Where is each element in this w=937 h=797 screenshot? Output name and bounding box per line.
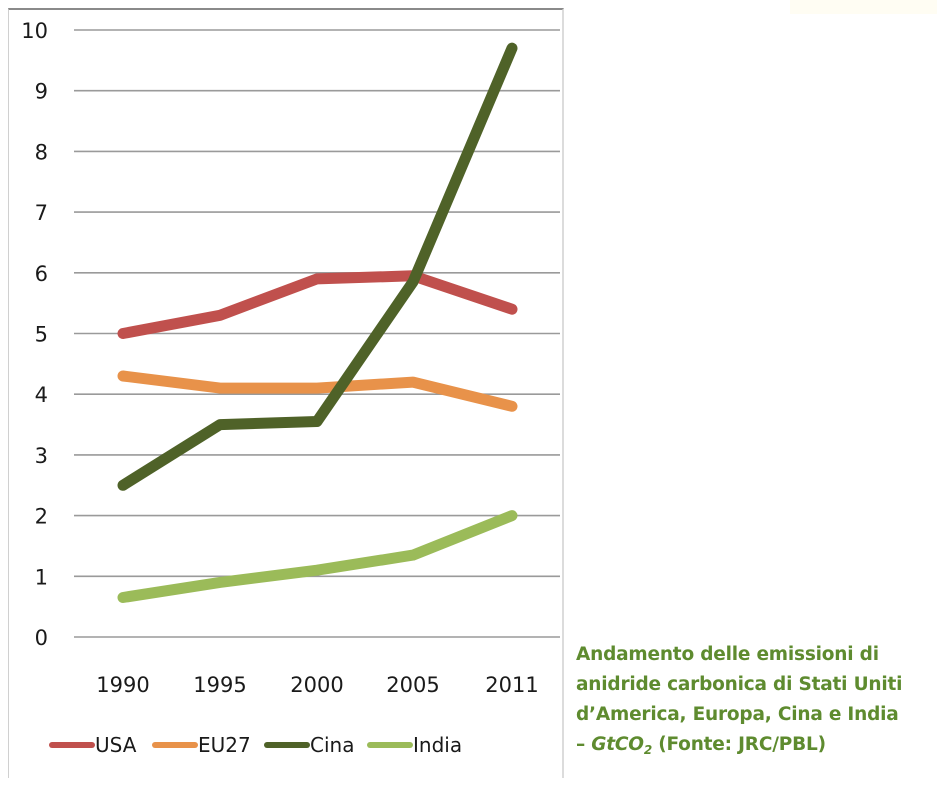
legend-label: EU27 [198,733,251,757]
legend-item-usa: USA [49,733,137,757]
caption-source: (Fonte: JRC/PBL) [652,734,826,755]
legend: USA EU27 Cina India [49,733,462,757]
x-axis-ticks: 1990 1995 2000 2005 2011 [96,673,538,697]
y-tick-label: 0 [35,626,48,650]
y-tick-label: 6 [35,262,48,286]
y-tick-label: 3 [35,444,48,468]
top-edge-artifact [790,0,937,14]
figure-caption: Andamento delle emissioni di anidride ca… [576,640,936,760]
y-tick-label: 1 [35,565,48,589]
y-tick-label: 2 [35,505,48,529]
y-tick-label: 7 [35,201,48,225]
caption-line-2: anidride carbonica di Stati Uniti [576,674,903,695]
legend-item-india: India [367,733,462,757]
series-line-india [117,510,518,603]
series-lines [117,42,518,603]
legend-item-eu27: EU27 [152,733,251,757]
caption-line-4: – GtCO2 (Fonte: JRC/PBL) [576,730,936,760]
y-tick-label: 8 [35,140,48,164]
legend-label: India [413,733,462,757]
caption-unit: GtCO2 [591,734,652,757]
y-tick-label: 9 [35,80,48,104]
caption-dash: – [576,734,592,755]
caption-line-1: Andamento delle emissioni di [576,644,879,665]
caption-line-3: d’America, Europa, Cina e India [576,704,899,725]
legend-item-cina: Cina [264,733,354,757]
legend-label: Cina [310,733,354,757]
x-tick-label: 2000 [290,673,343,697]
gridlines [74,29,560,638]
chart-frame [8,8,564,778]
series-line-usa [117,270,518,339]
x-tick-label: 1995 [193,673,246,697]
x-tick-label: 2011 [485,673,538,697]
series-line-cina [117,42,518,491]
y-tick-label: 10 [21,19,48,43]
series-line-eu27 [117,370,518,412]
y-tick-label: 4 [35,383,48,407]
x-tick-label: 1990 [96,673,149,697]
line-chart: 0 1 2 3 4 5 6 7 8 9 10 1990 1995 2000 2005 2011 USA EU2… [21,19,560,757]
y-axis-ticks: 0 1 2 3 4 5 6 7 8 9 10 [21,19,48,650]
y-tick-label: 5 [35,323,48,347]
legend-label: USA [95,733,137,757]
x-tick-label: 2005 [386,673,439,697]
